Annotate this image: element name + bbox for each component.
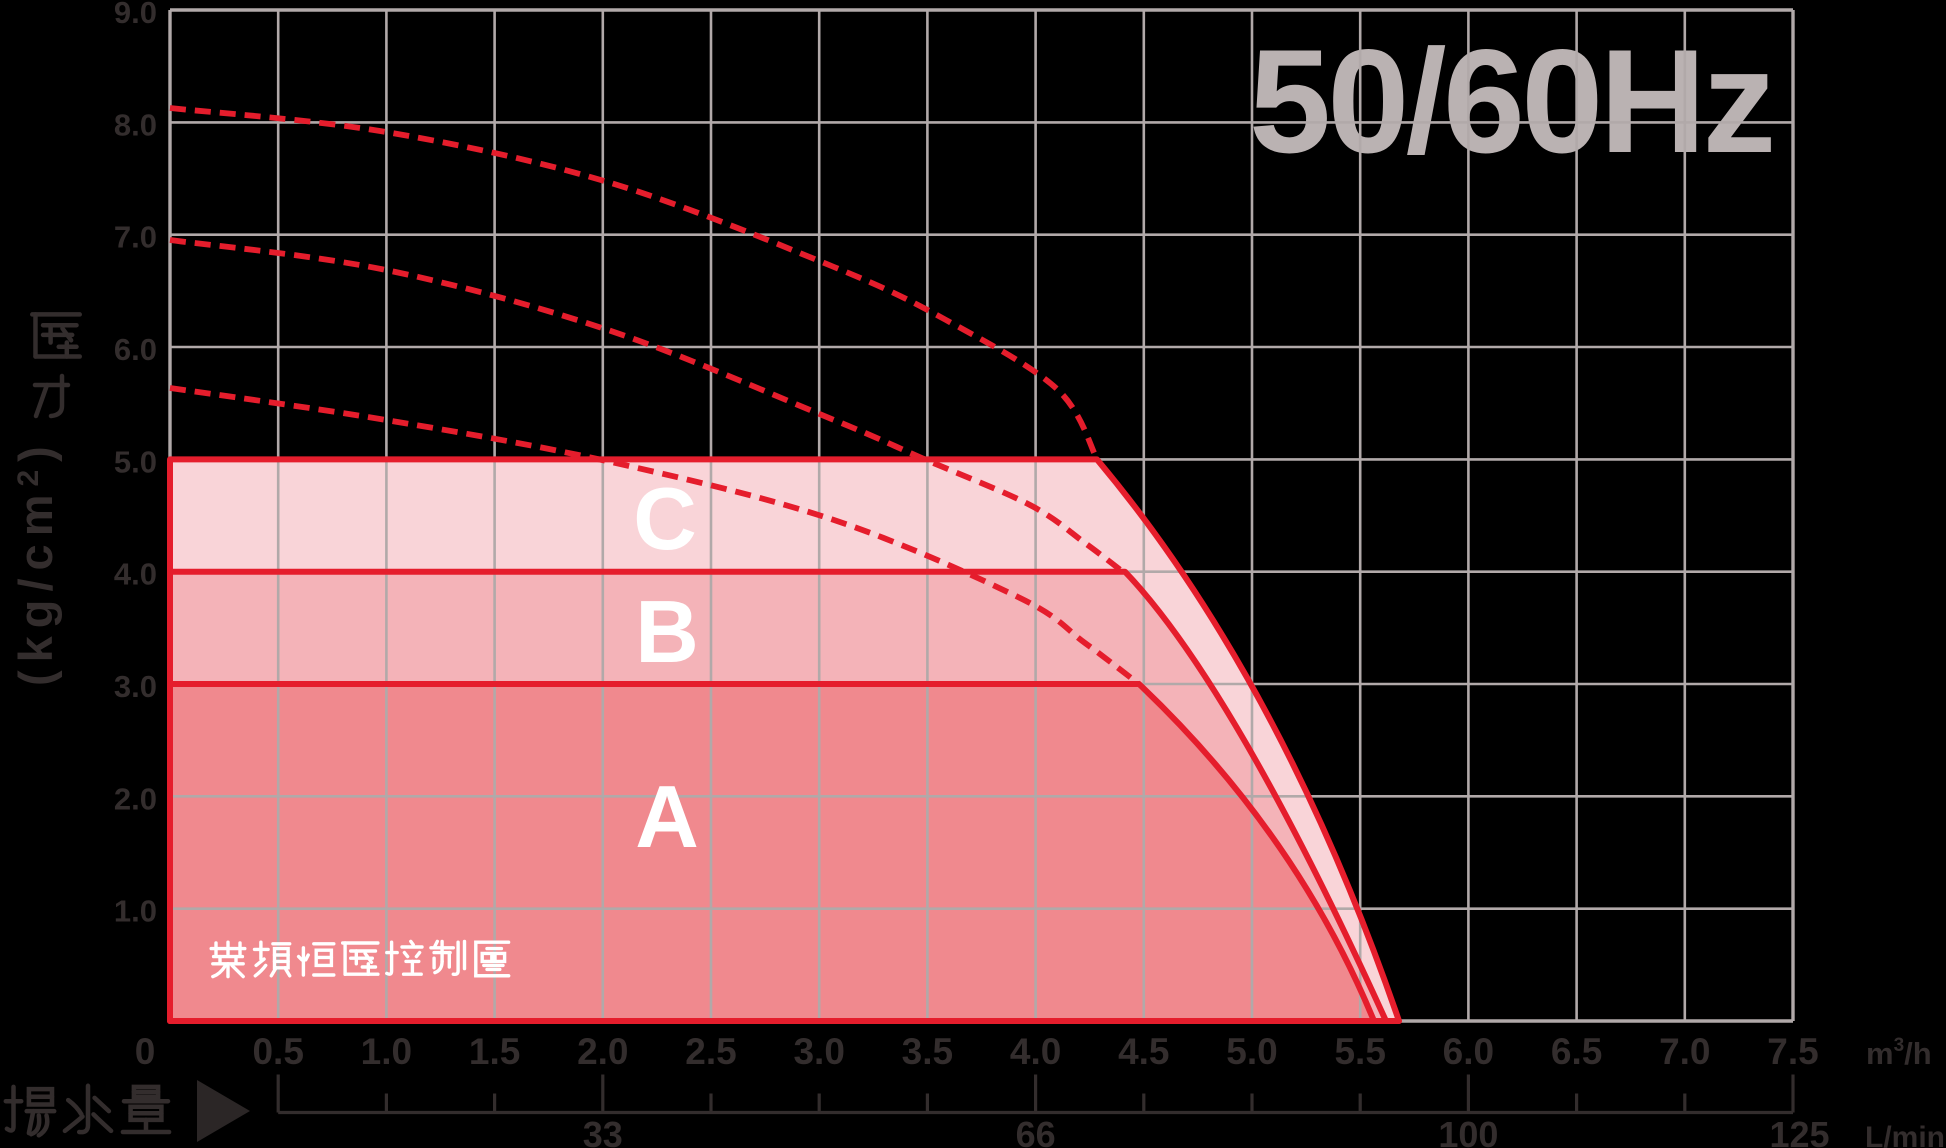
- svg-text:5.0: 5.0: [114, 444, 157, 479]
- svg-text:1.0: 1.0: [361, 1031, 412, 1072]
- svg-text:6.0: 6.0: [1443, 1031, 1494, 1072]
- svg-text:A: A: [635, 767, 699, 866]
- svg-text:B: B: [635, 582, 699, 681]
- svg-text:7.0: 7.0: [114, 220, 157, 255]
- svg-text:50/60Hz: 50/60Hz: [1249, 19, 1772, 184]
- svg-text:4.5: 4.5: [1118, 1031, 1169, 1072]
- svg-text:8.0: 8.0: [114, 107, 157, 142]
- svg-text:1.0: 1.0: [114, 894, 157, 929]
- svg-text:C: C: [633, 469, 697, 568]
- svg-text:4.0: 4.0: [1010, 1031, 1061, 1072]
- svg-text:4.0: 4.0: [114, 557, 157, 592]
- svg-text:100: 100: [1438, 1114, 1498, 1148]
- svg-text:0: 0: [135, 1031, 156, 1072]
- svg-text:2.0: 2.0: [577, 1031, 628, 1072]
- svg-text:6.0: 6.0: [114, 332, 157, 367]
- svg-text:3.0: 3.0: [793, 1031, 844, 1072]
- svg-text:2.0: 2.0: [114, 781, 157, 816]
- svg-text:7.0: 7.0: [1659, 1031, 1710, 1072]
- svg-text:3.5: 3.5: [902, 1031, 953, 1072]
- svg-text:125: 125: [1769, 1114, 1829, 1148]
- svg-text:1.5: 1.5: [469, 1031, 520, 1072]
- svg-text:66: 66: [1016, 1114, 1056, 1148]
- svg-text:5.5: 5.5: [1334, 1031, 1385, 1072]
- svg-text:2.5: 2.5: [685, 1031, 736, 1072]
- svg-text:5.0: 5.0: [1226, 1031, 1277, 1072]
- svg-text:0.5: 0.5: [252, 1031, 303, 1072]
- svg-text:33: 33: [583, 1114, 623, 1148]
- svg-text:3.0: 3.0: [114, 669, 157, 704]
- svg-text:6.5: 6.5: [1551, 1031, 1602, 1072]
- svg-text:L/min: L/min: [1865, 1121, 1945, 1148]
- svg-text:9.0: 9.0: [114, 0, 157, 30]
- svg-text:7.5: 7.5: [1767, 1031, 1818, 1072]
